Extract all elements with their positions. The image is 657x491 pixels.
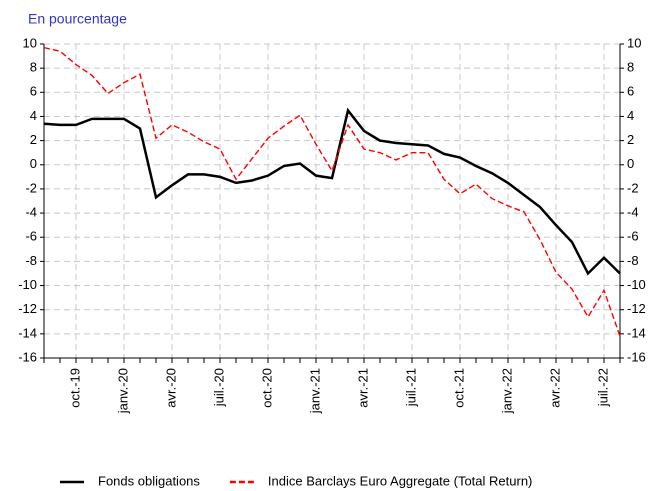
x-tick-label: juil.-21 xyxy=(403,368,418,407)
y-tick-label: 6 xyxy=(30,84,37,99)
y2-tick-label: 0 xyxy=(627,156,634,171)
y2-tick-label: -8 xyxy=(627,253,639,268)
x-tick-label: janv.-20 xyxy=(115,368,130,414)
y-tick-label: 8 xyxy=(30,60,37,75)
x-tick-label: janv.-21 xyxy=(307,368,322,414)
y-tick-label: -12 xyxy=(18,301,37,316)
x-tick-label: janv.-22 xyxy=(499,368,514,414)
y2-tick-label: 2 xyxy=(627,132,634,147)
legend-label: Indice Barclays Euro Aggregate (Total Re… xyxy=(268,473,532,488)
y2-tick-label: 10 xyxy=(627,35,641,50)
y-tick-label: -10 xyxy=(18,277,37,292)
y-tick-label: -16 xyxy=(18,349,37,364)
legend-label: Fonds obligations xyxy=(98,473,200,488)
x-tick-label: oct.-19 xyxy=(67,368,82,408)
y-tick-label: -2 xyxy=(25,180,37,195)
y-tick-label: 4 xyxy=(30,108,37,123)
y2-tick-label: -12 xyxy=(627,301,646,316)
x-tick-label: avr.-21 xyxy=(355,368,370,408)
series-line xyxy=(43,46,621,337)
y2-tick-label: -16 xyxy=(627,349,646,364)
y-tick-label: 10 xyxy=(23,35,37,50)
x-tick-label: avr.-22 xyxy=(547,368,562,408)
y2-tick-label: -10 xyxy=(627,277,646,292)
y2-tick-label: 6 xyxy=(627,84,634,99)
y-tick-label: -4 xyxy=(25,205,37,220)
x-tick-label: oct.-21 xyxy=(451,368,466,408)
y-tick-label: -8 xyxy=(25,253,37,268)
x-tick-label: oct.-20 xyxy=(259,368,274,408)
x-tick-label: avr.-20 xyxy=(163,368,178,408)
y-tick-label: 2 xyxy=(30,132,37,147)
y-tick-label: -6 xyxy=(25,229,37,244)
series-line xyxy=(43,107,621,276)
y-tick-label: 0 xyxy=(30,156,37,171)
y2-tick-label: -4 xyxy=(627,205,639,220)
y2-tick-label: -2 xyxy=(627,180,639,195)
x-tick-label: juil.-22 xyxy=(595,368,610,407)
y2-tick-label: -14 xyxy=(627,325,646,340)
chart-title: En pourcentage xyxy=(28,11,127,27)
y2-tick-label: 4 xyxy=(627,108,634,123)
y-tick-label: -14 xyxy=(18,325,37,340)
y2-tick-label: -6 xyxy=(627,229,639,244)
y2-tick-label: 8 xyxy=(627,60,634,75)
x-tick-label: juil.-20 xyxy=(211,368,226,407)
